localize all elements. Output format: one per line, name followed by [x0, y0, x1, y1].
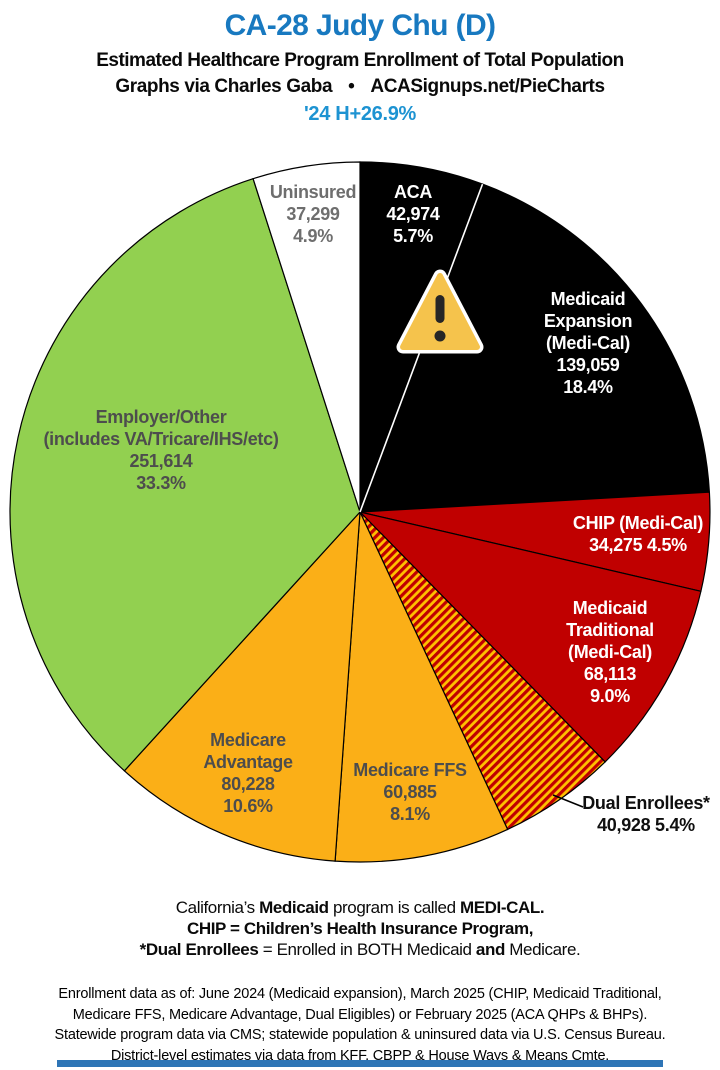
change-label: '24 H+26.9% [303, 103, 417, 125]
pie-overlays [359, 183, 584, 808]
credit-site: ACASignups.net/PieCharts [370, 76, 605, 97]
leader-line [552, 794, 584, 808]
fine-print-line: District-level estimates via data from K… [110, 1047, 610, 1064]
note-line: CHIP = Children’s Health Insurance Progr… [186, 919, 534, 938]
header: CA-28 Judy Chu (D) Estimated Healthcare … [0, 0, 720, 126]
fine-print-line: Medicare FFS, Medicare Advantage, Dual E… [72, 1006, 648, 1023]
credit-author: Graphs via Charles Gaba [115, 76, 333, 97]
fine-print-line: Enrollment data as of: June 2024 (Medica… [58, 986, 662, 1002]
pie-slice-medicare-advantage [123, 510, 361, 862]
pie-slice-employer-other [9, 177, 361, 772]
pie-slice-medicaid-traditional [358, 510, 702, 763]
note-line: California’s Medicaid program is called … [175, 898, 545, 917]
pie-slice-medicaid-expansion [359, 183, 711, 513]
warning-icon [396, 269, 484, 354]
credit-line: Graphs via Charles Gaba • ACASignups.net… [0, 76, 720, 98]
pie-chart [9, 161, 711, 863]
notes: California’s Medicaid program is called … [0, 897, 720, 960]
page-title: CA-28 Judy Chu (D) [224, 9, 496, 42]
footer-bar [57, 1060, 663, 1067]
pie-slice-uninsured [252, 161, 361, 513]
bullet-separator: • [348, 76, 355, 97]
fine-print-line: Statewide program data via CMS; statewid… [54, 1027, 666, 1043]
subtitle: Estimated Healthcare Program Enrollment … [96, 50, 624, 71]
fine-print: Enrollment data as of: June 2024 (Medica… [0, 984, 720, 1066]
note-line: *Dual Enrollees = Enrolled in BOTH Medic… [139, 940, 581, 959]
pie-slice-medicare-ffs [334, 509, 509, 863]
